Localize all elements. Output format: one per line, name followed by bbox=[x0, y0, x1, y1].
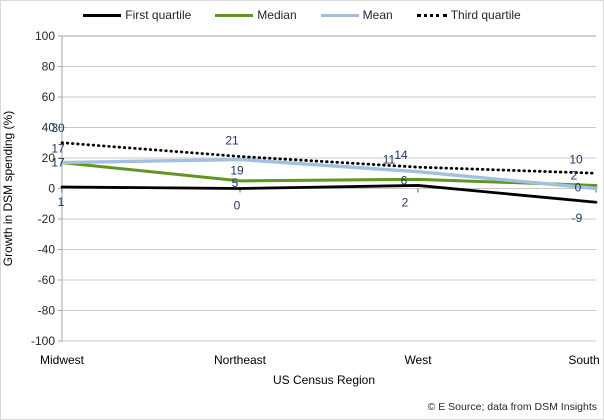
source-credit: © E Source; data from DSM Insights bbox=[427, 401, 597, 413]
legend-item-median: Median bbox=[215, 8, 297, 22]
y-tick-label: -80 bbox=[38, 304, 56, 318]
legend-swatch-dotted-line bbox=[416, 13, 447, 17]
y-tick-label: 20 bbox=[42, 151, 56, 165]
x-category-label: Midwest bbox=[40, 353, 85, 367]
data-label: 10 bbox=[569, 152, 583, 166]
legend-item-mean: Mean bbox=[320, 8, 393, 22]
y-tick-label: -100 bbox=[31, 334, 55, 348]
data-label: 14 bbox=[394, 148, 408, 162]
series-line-third-quartile bbox=[60, 141, 598, 175]
legend: First quartile Median Mean Third quartile bbox=[1, 8, 603, 22]
series-line-first-quartile bbox=[60, 184, 598, 204]
data-label: 2 bbox=[571, 168, 578, 182]
legend-swatch-line bbox=[320, 13, 359, 17]
y-tick-label: 40 bbox=[42, 121, 56, 135]
y-tick-label: 80 bbox=[42, 60, 56, 74]
series-line-mean bbox=[60, 157, 598, 191]
x-category-label: West bbox=[404, 353, 432, 367]
legend-label: Mean bbox=[362, 8, 393, 22]
y-axis-title: Growth in DSM spending (%) bbox=[1, 111, 15, 266]
y-tick-label: -20 bbox=[38, 212, 56, 226]
y-tick-label: 0 bbox=[48, 182, 55, 196]
x-category-label: Northeast bbox=[214, 353, 267, 367]
data-label: -9 bbox=[572, 211, 583, 225]
y-tick-label: -60 bbox=[38, 273, 56, 287]
data-label: 17 bbox=[51, 156, 65, 170]
legend-label: Third quartile bbox=[450, 8, 521, 22]
y-tick-label: 100 bbox=[35, 29, 55, 43]
data-label: 30 bbox=[51, 121, 65, 135]
data-label: 2 bbox=[402, 195, 409, 209]
data-label: 17 bbox=[51, 142, 65, 156]
legend-label: Median bbox=[257, 8, 297, 22]
y-tick-label: 60 bbox=[42, 90, 56, 104]
data-label: 6 bbox=[401, 173, 408, 187]
data-label: 21 bbox=[225, 133, 239, 147]
legend-label: First quartile bbox=[125, 8, 192, 22]
data-label: 19 bbox=[230, 164, 244, 178]
data-label: 0 bbox=[575, 181, 582, 195]
x-axis-title: US Census Region bbox=[273, 373, 375, 387]
data-label: 5 bbox=[232, 176, 239, 190]
data-label: 11 bbox=[383, 153, 396, 167]
legend-item-third-quartile: Third quartile bbox=[416, 8, 521, 22]
data-label: 1 bbox=[58, 195, 65, 209]
data-label: 0 bbox=[234, 199, 241, 213]
y-tick-label: -40 bbox=[38, 243, 56, 257]
legend-swatch-line bbox=[83, 13, 122, 17]
x-category-label: South bbox=[568, 353, 599, 367]
series-line-median bbox=[60, 161, 598, 187]
legend-item-first-quartile: First quartile bbox=[83, 8, 191, 22]
legend-swatch-line bbox=[215, 13, 254, 17]
